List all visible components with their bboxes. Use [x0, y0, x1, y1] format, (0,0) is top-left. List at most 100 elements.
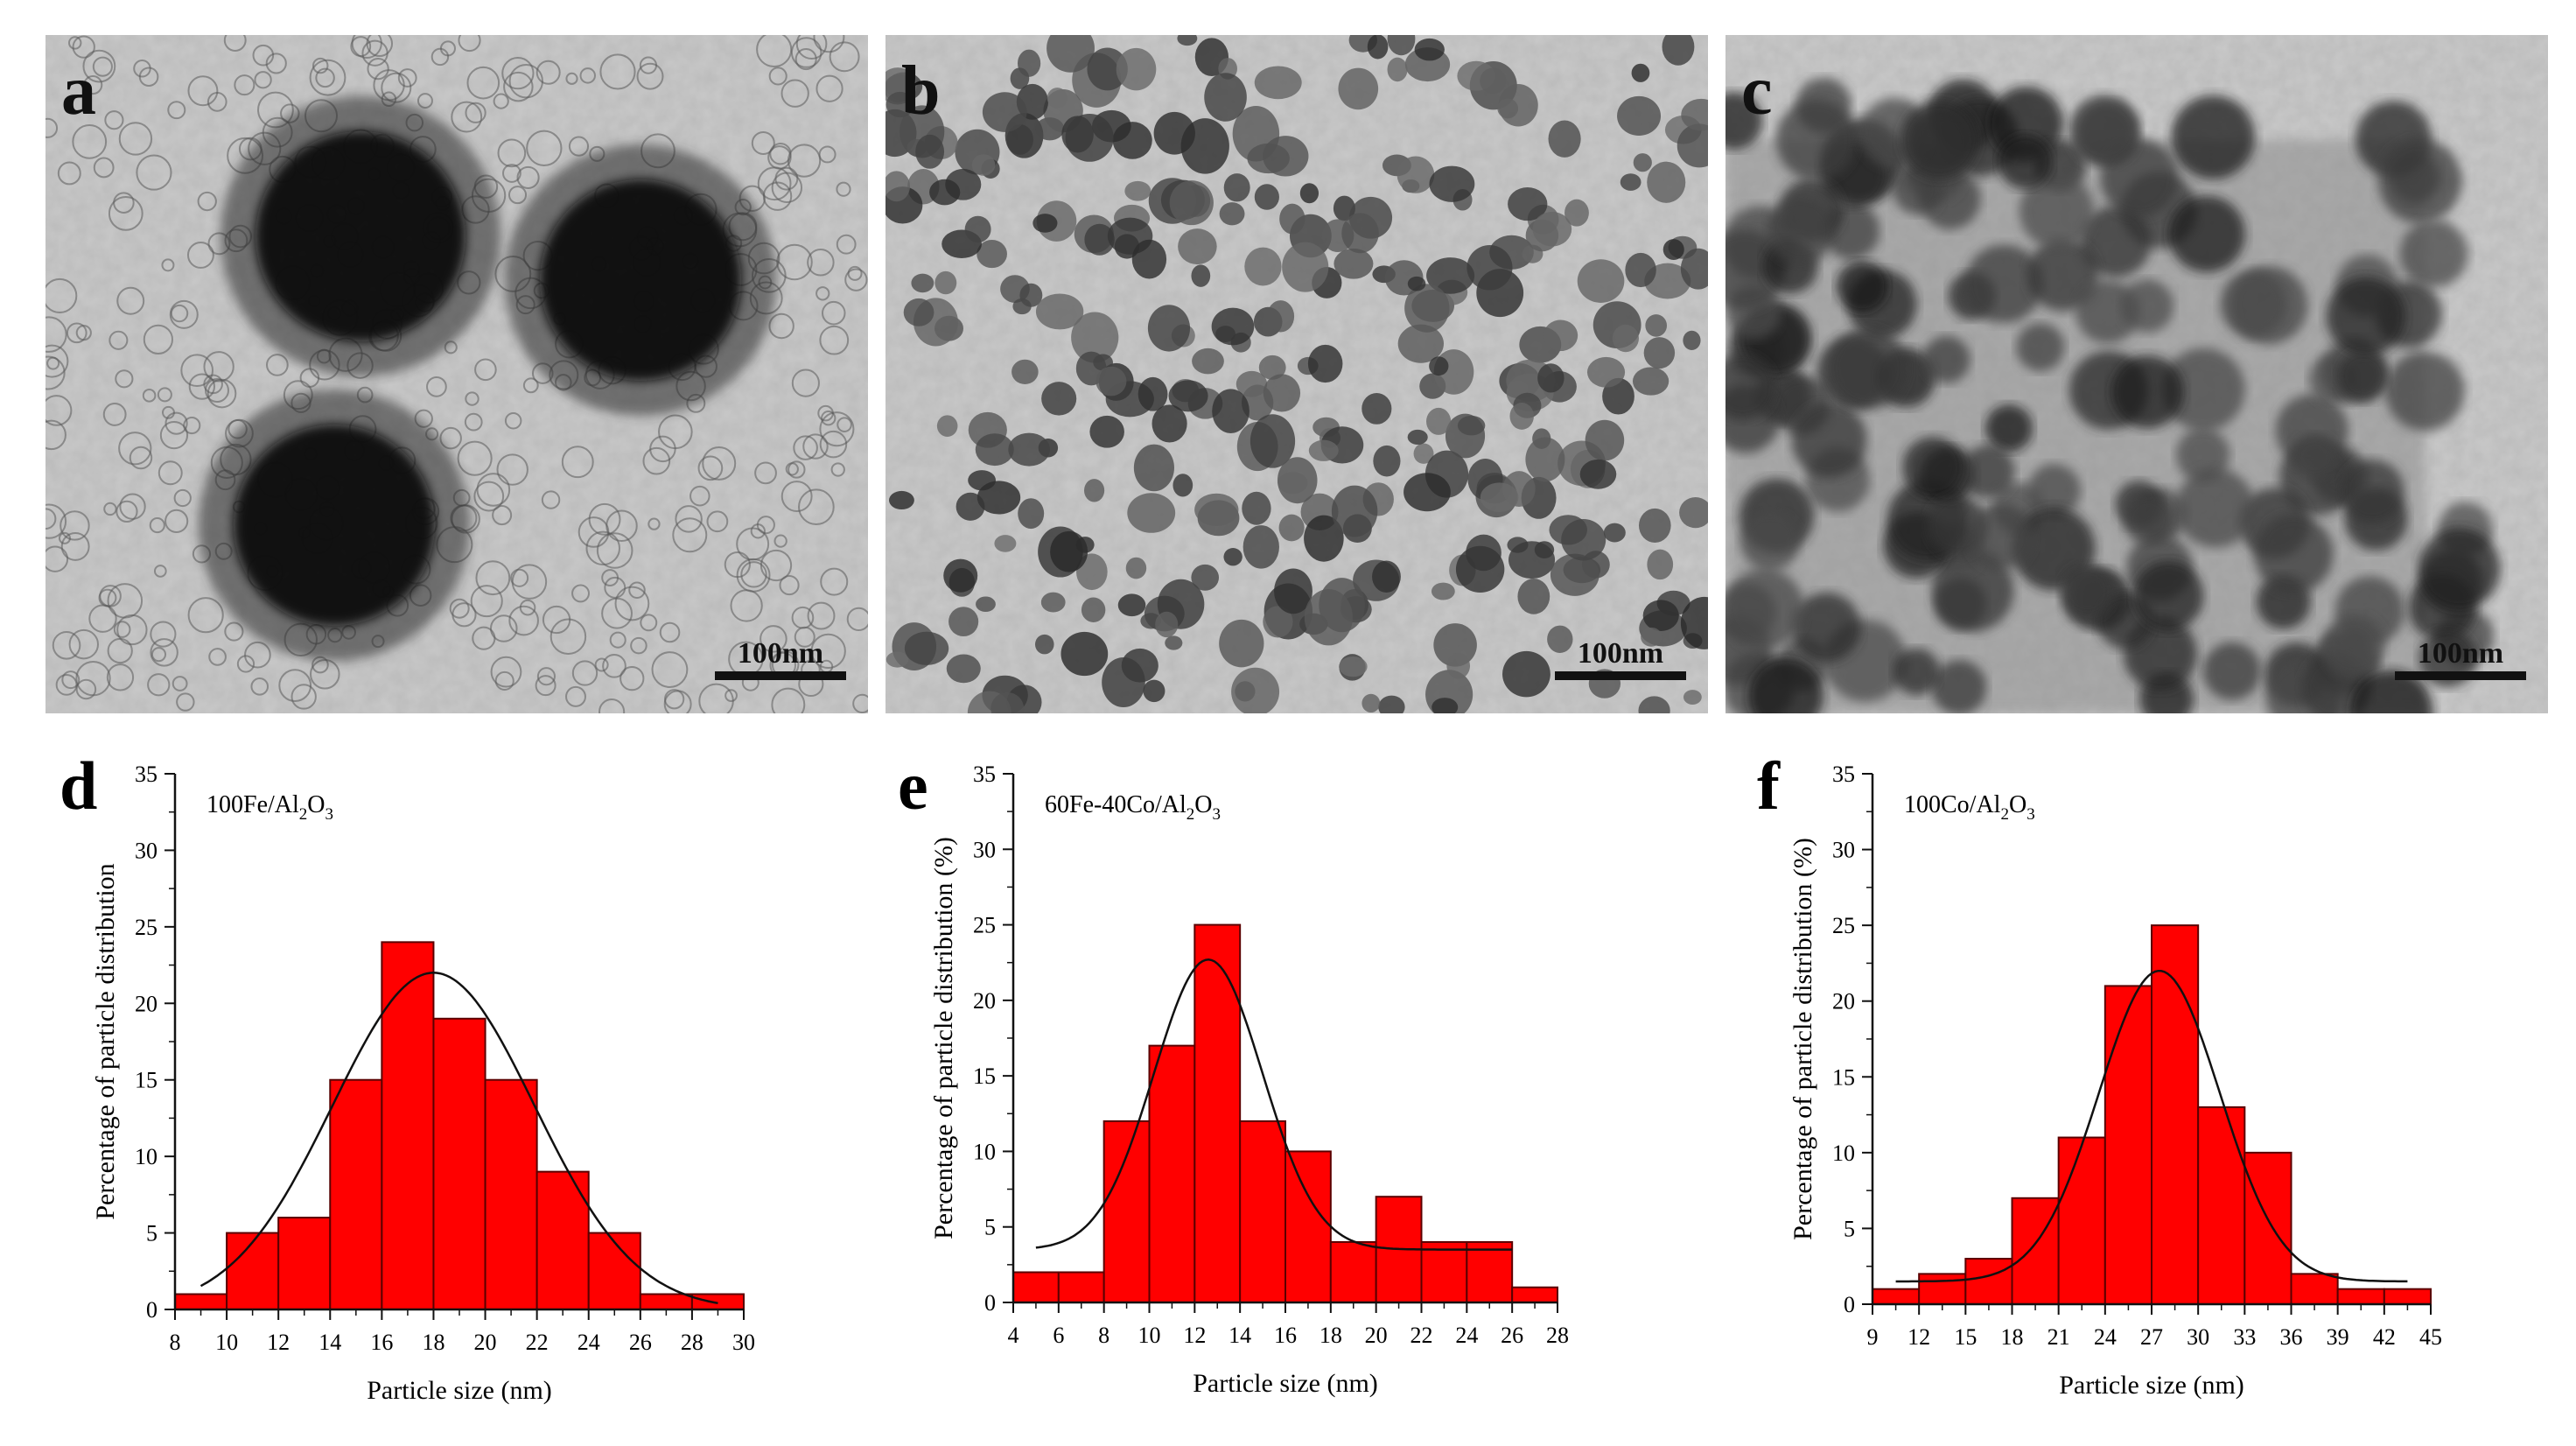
histogram-bar	[2290, 1273, 2339, 1306]
y-tick-label: 15	[973, 1063, 996, 1089]
y-tick-label: 10	[973, 1139, 996, 1164]
x-tick-label: 26	[1501, 1323, 1523, 1348]
y-axis-label: Percentage of particle distribution (%)	[1788, 838, 1817, 1240]
y-tick-label: 15	[135, 1068, 158, 1093]
y-tick-label: 5	[1844, 1216, 1855, 1241]
y-tick-label: 35	[135, 762, 158, 787]
y-tick-label: 35	[973, 762, 996, 787]
scale-bar	[1555, 671, 1686, 680]
y-tick-label: 10	[135, 1144, 158, 1169]
gaussian-fit-line	[1895, 969, 2408, 1283]
histogram-bar	[1466, 1240, 1514, 1304]
histogram-bar	[2336, 1288, 2385, 1305]
histogram-bar	[1918, 1273, 1967, 1306]
tem-image-b: b 100nm	[886, 35, 1708, 713]
x-tick-label: 9	[1867, 1324, 1879, 1350]
histogram-bar	[2383, 1288, 2432, 1305]
x-tick-label: 18	[422, 1330, 444, 1355]
scale-bar-label: 100nm	[2418, 637, 2503, 670]
x-tick-label: 45	[2419, 1324, 2442, 1350]
histogram-bar	[1284, 1150, 1332, 1304]
gaussian-fit-line	[200, 972, 718, 1305]
y-tick-label: 10	[1832, 1141, 1855, 1166]
y-tick-label: 20	[135, 991, 158, 1016]
x-tick-label: 16	[1274, 1323, 1297, 1348]
x-tick-label: 10	[215, 1330, 238, 1355]
histogram-bar	[1102, 1120, 1151, 1304]
histogram-bar	[1329, 1240, 1377, 1304]
x-tick-label: 33	[2233, 1324, 2256, 1350]
x-tick-label: 4	[1008, 1323, 1019, 1348]
x-tick-label: 14	[1228, 1323, 1251, 1348]
y-axis-label: Percentage of particle distribution (%)	[929, 837, 958, 1239]
y-tick-label: 0	[1844, 1292, 1855, 1317]
x-tick-label: 8	[1098, 1323, 1110, 1348]
histogram-e: 4 6 8 10 12 14 16 18 20 22 24 26 28 0 5 10 15 20 25 30 35 Par…	[898, 748, 1569, 1398]
histogram-bar	[484, 1078, 538, 1310]
y-tick-label: 30	[973, 837, 996, 862]
histogram-bar	[587, 1232, 641, 1310]
histogram-bar	[639, 1293, 693, 1310]
x-tick-label: 30	[732, 1330, 755, 1355]
x-tick-label: 28	[1546, 1323, 1569, 1348]
x-tick-label: 12	[1908, 1324, 1930, 1350]
y-tick-label: 30	[135, 838, 158, 863]
x-tick-label: 20	[1365, 1323, 1388, 1348]
histogram-bar	[277, 1217, 332, 1310]
sample-label: 100Fe/Al2O3	[206, 791, 333, 824]
y-tick-label: 5	[984, 1215, 996, 1240]
y-tick-label: 25	[973, 913, 996, 938]
histogram-bar	[2104, 985, 2152, 1306]
scale-bar-label: 100nm	[1578, 637, 1663, 670]
y-tick-label: 20	[1832, 989, 1855, 1014]
histogram-bar	[329, 1078, 383, 1310]
tem-panel-letter-b: b	[901, 53, 941, 130]
sample-label: 60Fe-40Co/Al2O3	[1045, 791, 1221, 824]
histogram-bar	[226, 1232, 280, 1310]
histogram-bar	[2197, 1106, 2246, 1306]
tem-image-a: a 100nm	[46, 35, 868, 713]
tem-panel-letter-a: a	[61, 53, 96, 130]
x-tick-label: 12	[267, 1330, 290, 1355]
x-tick-label: 22	[526, 1330, 549, 1355]
x-axis-label: Particle size (nm)	[2059, 1371, 2244, 1400]
x-tick-label: 39	[2327, 1324, 2349, 1350]
x-axis-label: Particle size (nm)	[1193, 1369, 1378, 1398]
x-tick-label: 42	[2373, 1324, 2396, 1350]
x-tick-label: 24	[1455, 1323, 1478, 1348]
histogram-bar	[1420, 1240, 1468, 1304]
y-tick-label: 15	[1832, 1064, 1855, 1090]
x-tick-label: 26	[629, 1330, 652, 1355]
gaussian-fit-line	[1035, 958, 1513, 1251]
x-tick-label: 12	[1183, 1323, 1206, 1348]
x-tick-label: 28	[681, 1330, 704, 1355]
x-tick-label: 21	[2048, 1324, 2070, 1350]
sample-label: 100Co/Al2O3	[1904, 791, 2035, 824]
x-tick-label: 30	[2187, 1324, 2209, 1350]
histogram-d: 8 10 12 14 16 18 20 22 24 26 28 30 0 5 10 15 20 25 30 35 Par…	[60, 748, 755, 1405]
y-tick-label: 0	[984, 1290, 996, 1316]
histogram-bar	[690, 1293, 746, 1310]
histogram-bar	[432, 1017, 486, 1311]
scale-bar-label: 100nm	[738, 637, 823, 670]
y-tick-label: 30	[1832, 838, 1855, 863]
x-tick-label: 22	[1410, 1323, 1433, 1348]
histogram-bar	[2011, 1197, 2060, 1306]
x-tick-label: 24	[578, 1330, 600, 1355]
x-tick-label: 20	[474, 1330, 497, 1355]
x-tick-label: 14	[318, 1330, 341, 1355]
histogram-bar	[1964, 1258, 2013, 1305]
scale-bar	[2395, 671, 2526, 680]
histogram-bar	[174, 1293, 228, 1310]
y-tick-label: 5	[146, 1221, 158, 1246]
scale-bar	[715, 671, 846, 680]
y-tick-label: 0	[146, 1297, 158, 1323]
y-tick-label: 25	[135, 915, 158, 940]
histogram-f: 9 12 15 18 21 24 27 30 33 36 39 42 45 0 5 10 15 20 25 30 35 P…	[1757, 748, 2442, 1400]
tem-panel-letter-c: c	[1741, 53, 1773, 130]
x-tick-label: 24	[2094, 1324, 2117, 1350]
y-tick-label: 35	[1832, 762, 1855, 787]
chart-panel-letter: e	[898, 748, 928, 824]
x-tick-label: 36	[2280, 1324, 2303, 1350]
x-tick-label: 8	[170, 1330, 181, 1355]
